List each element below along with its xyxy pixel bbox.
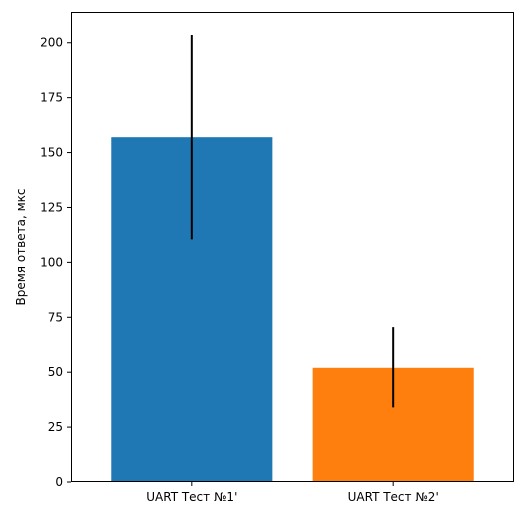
error-bars xyxy=(190,35,395,408)
x-tick-label: UART Тест №1' xyxy=(146,490,237,504)
y-tick-label: 50 xyxy=(48,365,63,379)
y-axis-label: Время ответа, мкс xyxy=(14,189,28,306)
y-tick-label: 175 xyxy=(40,91,63,105)
y-tick-label: 75 xyxy=(48,310,63,324)
y-tick-label: 200 xyxy=(40,36,63,50)
axes: UART Тест №1' UART Тест №2' 0 25 50 75 100 125 1… xyxy=(40,12,514,504)
x-tick-label: UART Тест №2' xyxy=(348,490,439,504)
y-tick-label: 0 xyxy=(55,475,63,489)
y-tick-label: 150 xyxy=(40,146,63,160)
y-tick-label: 25 xyxy=(48,420,63,434)
y-tick-label: 125 xyxy=(40,200,63,214)
plot-frame xyxy=(71,12,514,482)
y-tick-label: 100 xyxy=(40,255,63,269)
